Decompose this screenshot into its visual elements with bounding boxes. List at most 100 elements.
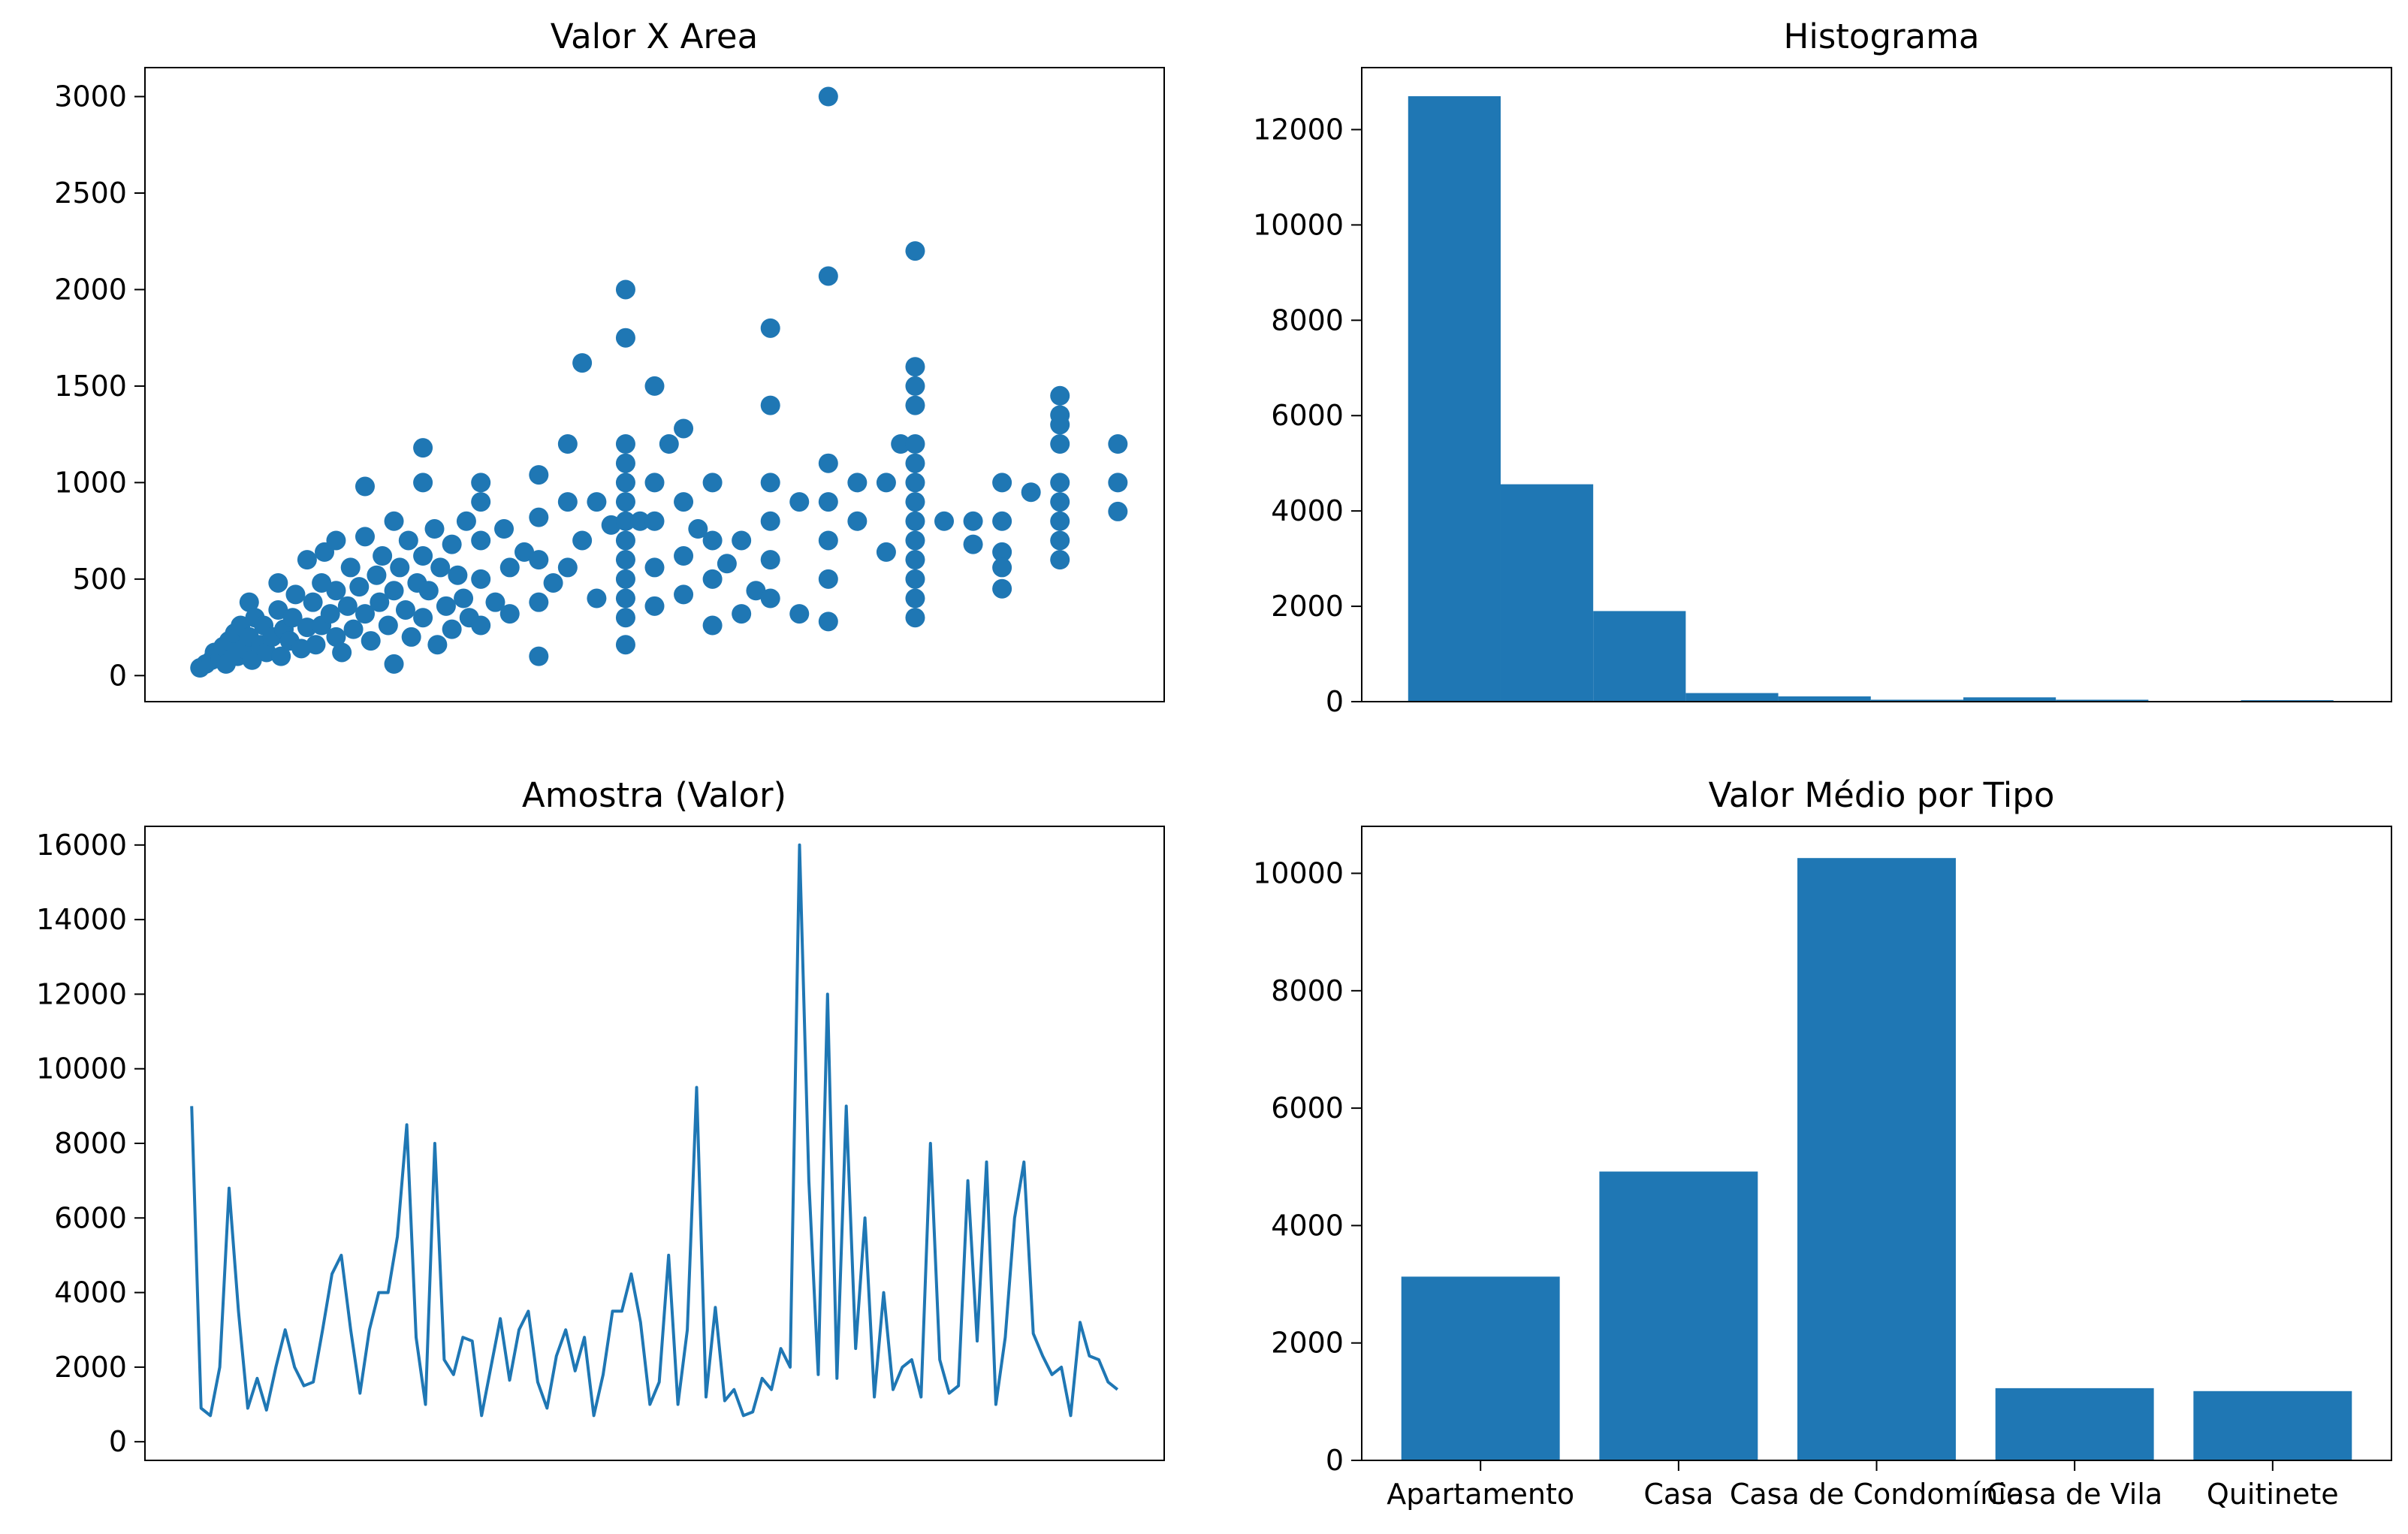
histogram-bars — [1408, 96, 2334, 702]
bar-category-label: Apartamento — [1387, 1478, 1574, 1511]
bar-ytick-label: 10000 — [1253, 857, 1344, 890]
histogram-bar — [1500, 484, 1594, 702]
scatter-panel: Valor X Area 0 500 1000 1500 2000 2500 3000 — [54, 17, 1165, 702]
scatter-ytick-label: 500 — [72, 563, 127, 596]
scatter-point — [702, 569, 723, 589]
scatter-point — [905, 434, 925, 454]
scatter-point — [297, 550, 317, 570]
scatter-point — [349, 577, 370, 597]
scatter-point — [413, 608, 433, 628]
scatter-point — [413, 473, 433, 493]
scatter-point — [760, 318, 780, 338]
scatter-point — [572, 530, 593, 551]
scatter-point — [905, 241, 925, 261]
histogram-bar — [1408, 96, 1501, 702]
bar-category-label: Casa — [1643, 1478, 1713, 1511]
scatter-point — [615, 492, 635, 512]
scatter-point — [615, 434, 635, 454]
scatter-point — [674, 492, 694, 512]
scatter-point — [471, 569, 491, 589]
scatter-point — [818, 530, 838, 551]
scatter-point — [1050, 511, 1070, 531]
scatter-point — [674, 584, 694, 605]
scatter-point — [992, 557, 1012, 578]
scatter-point — [615, 279, 635, 300]
scatter-point — [242, 650, 262, 670]
scatter-point — [644, 557, 665, 578]
line-ytick-label: 0 — [109, 1425, 127, 1458]
scatter-point — [471, 530, 491, 551]
scatter-point — [367, 565, 387, 585]
scatter-point — [355, 476, 375, 497]
scatter-point — [674, 546, 694, 566]
scatter-point — [529, 465, 549, 485]
line-ytick-label: 4000 — [54, 1276, 127, 1309]
scatter-point — [732, 604, 752, 624]
scatter-point — [717, 554, 737, 574]
scatter-point — [992, 473, 1012, 493]
scatter-point — [818, 453, 838, 473]
scatter-point — [337, 596, 358, 616]
histogram-axes-frame — [1361, 67, 2392, 702]
scatter-point — [615, 453, 635, 473]
scatter-point — [876, 542, 896, 562]
scatter-point — [992, 542, 1012, 562]
scatter-point — [427, 635, 448, 655]
scatter-point — [499, 557, 520, 578]
histogram-bar — [1778, 696, 1871, 702]
histogram-bar — [1593, 611, 1686, 702]
line-ytick-label: 2000 — [54, 1351, 127, 1384]
scatter-point — [702, 473, 723, 493]
bar-panel: Valor Médio por Tipo 0 2000 4000 6000 8000 10… — [1253, 775, 2392, 1511]
scatter-point — [340, 557, 361, 578]
scatter-point — [343, 619, 364, 639]
scatter-point — [905, 530, 925, 551]
scatter-ytick-label: 2500 — [54, 177, 127, 210]
scatter-points — [190, 86, 1128, 678]
scatter-point — [905, 511, 925, 531]
scatter-point — [442, 534, 462, 554]
scatter-point — [529, 592, 549, 612]
scatter-point — [361, 631, 381, 651]
scatter-point — [436, 596, 456, 616]
scatter-point — [760, 473, 780, 493]
scatter-point — [818, 86, 838, 107]
scatter-point — [847, 511, 868, 531]
scatter-point — [239, 592, 259, 612]
scatter-point — [395, 599, 415, 620]
histogram-bar — [1963, 697, 2056, 702]
scatter-point — [905, 608, 925, 628]
scatter-point — [615, 511, 635, 531]
bar-ytick-label: 4000 — [1271, 1209, 1344, 1242]
category-bar — [2193, 1391, 2352, 1460]
scatter-point — [448, 565, 468, 585]
bar-title: Valor Médio por Tipo — [1709, 775, 2055, 815]
line-ytick-label: 16000 — [36, 829, 127, 862]
scatter-point — [615, 635, 635, 655]
scatter-point — [572, 353, 593, 373]
scatter-point — [905, 357, 925, 377]
scatter-point — [326, 627, 346, 647]
scatter-point — [326, 530, 346, 551]
scatter-point — [644, 376, 665, 396]
line-ytick-label: 8000 — [54, 1127, 127, 1160]
scatter-point — [1050, 385, 1070, 406]
scatter-point — [306, 635, 326, 655]
scatter-point — [847, 473, 868, 493]
scatter-point — [688, 519, 708, 539]
line-ytick-label: 6000 — [54, 1201, 127, 1234]
scatter-point — [326, 581, 346, 601]
scatter-point — [401, 627, 421, 647]
scatter-point — [905, 453, 925, 473]
scatter-point — [615, 328, 635, 348]
scatter-point — [1108, 434, 1128, 454]
scatter-point — [413, 438, 433, 458]
scatter-point — [818, 266, 838, 286]
scatter-point — [674, 418, 694, 439]
category-bars — [1401, 858, 2352, 1460]
scatter-point — [1108, 501, 1128, 521]
scatter-point — [644, 511, 665, 531]
scatter-point — [905, 473, 925, 493]
scatter-point — [963, 534, 983, 554]
